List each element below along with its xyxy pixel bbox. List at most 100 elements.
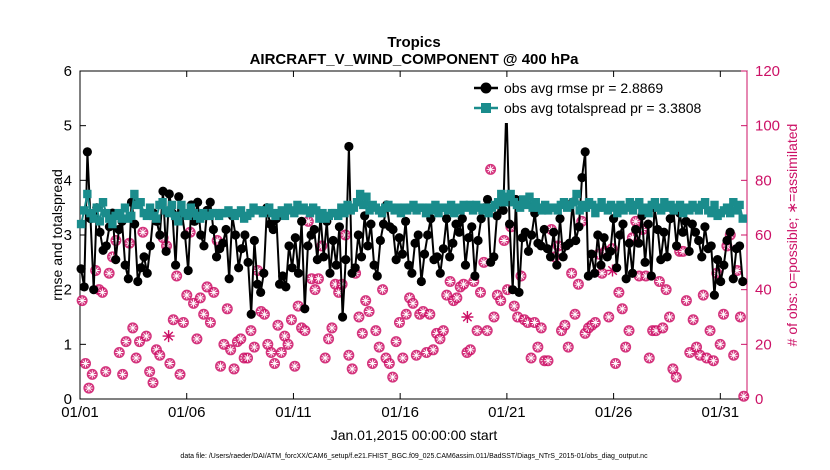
rmse-point [300,304,310,314]
rmse-point [328,235,338,246]
rmse-point [356,252,367,262]
y-left-tick-label: 2 [64,282,72,299]
rmse-point [224,274,234,284]
obs-possible-asterisk [425,310,434,319]
rmse-point [388,224,398,235]
totalspread-point [421,208,431,218]
totalspread-point [396,208,406,218]
rmse-point [694,235,704,246]
totalspread-point [114,208,123,218]
obs-possible-asterisk [692,343,701,352]
obs-possible-asterisk [267,348,276,357]
rmse-point [539,224,549,235]
obs-possible-asterisk [699,291,708,300]
rmse-point [297,216,307,226]
obs-possible-asterisk [422,348,431,357]
totalspread-point [732,206,741,215]
rmse-point [473,235,483,246]
y-axis-left-label: rmse and totalspread [49,169,65,301]
totalspread-point [80,206,89,215]
totalspread-point [164,208,174,218]
obs-possible-asterisk [270,359,279,368]
totalspread-point [290,208,299,218]
totalspread-point [158,198,167,207]
chart-title: Tropics [387,34,440,51]
totalspread-point [597,198,606,207]
totalspread-point [675,200,685,210]
rmse-point [101,241,111,251]
rmse-point [577,173,587,183]
obs-possible-asterisk [621,343,630,352]
rmse-point [634,238,644,248]
totalspread-point [105,214,114,223]
obs-possible-asterisk [409,299,417,308]
rmse-point [353,230,363,240]
obs-possible-asterisk [533,343,542,352]
totalspread-point [725,208,735,218]
obs-possible-asterisk [665,313,674,321]
rmse-point [278,271,288,281]
obs-possible-asterisk [152,345,161,354]
x-tick-label: 01/01 [61,404,99,421]
rmse-point [82,147,92,157]
obs-possible-asterisk [311,285,320,294]
chart-subtitle: AIRCRAFT_V_WIND_COMPONENT @ 400 hPa [250,51,580,68]
obs-possible-asterisk [101,367,110,376]
rmse-point [596,260,606,270]
totalspread-point [365,206,374,215]
obs-possible-asterisk [206,318,215,327]
obs-possible-asterisk [412,351,421,360]
totalspread-point [409,200,418,210]
rmse-point [457,214,467,224]
obs-possible-asterisk [635,272,644,280]
rmse-point [612,263,622,273]
totalspread-point [519,195,528,204]
totalspread-point [305,208,315,218]
obs-possible-asterisk [432,329,441,338]
obs-possible-asterisk [132,354,141,362]
totalspread-point [575,206,584,215]
rmse-point [464,233,474,243]
totalspread-point [522,200,531,210]
rmse-point [397,249,408,259]
obs-possible-asterisk [591,318,600,327]
rmse-point [492,211,502,221]
totalspread-point [377,208,387,218]
totalspread-point [92,203,101,212]
totalspread-point [136,198,145,207]
rmse-point [341,255,351,265]
obs-assimilated-marker [606,264,619,277]
obs-possible-asterisk [544,356,552,365]
obs-possible-asterisk [365,307,374,316]
totalspread-point [559,198,569,207]
totalspread-point [481,203,490,212]
obs-possible-asterisk [317,241,326,250]
rmse-point [237,244,247,254]
obs-possible-asterisk [641,272,650,280]
totalspread-point [722,203,732,212]
totalspread-point [531,198,540,207]
totalspread-point [293,200,302,210]
rmse-point [467,222,477,232]
obs-possible-asterisk [689,315,698,324]
rmse-point [287,263,297,273]
rmse-point [249,235,259,246]
totalspread-point [349,203,359,212]
obs-possible-asterisk [476,288,485,297]
rmse-point [438,244,449,254]
obs-possible-asterisk [517,272,525,280]
obs-possible-asterisk [557,326,566,335]
rmse-point [413,230,423,240]
totalspread-point [393,203,402,212]
obs-possible-asterisk [287,315,296,324]
rmse-point [423,230,433,240]
obs-possible-asterisk [614,288,623,297]
obs-possible-asterisk [398,354,407,362]
legend-box [468,78,743,123]
rmse-point [155,230,165,240]
obs-possible-asterisk [706,326,714,335]
obs-possible-asterisk [510,302,519,311]
totalspread-point [694,206,704,215]
y-left-tick-label: 0 [64,391,72,408]
obs-possible-asterisk [331,280,340,289]
